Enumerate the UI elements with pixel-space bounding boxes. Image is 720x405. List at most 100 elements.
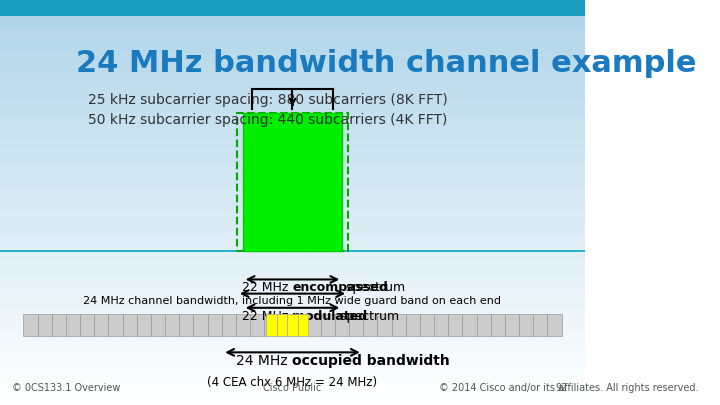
Bar <box>0 36 585 40</box>
Bar <box>23 314 37 336</box>
Bar <box>0 263 585 267</box>
Bar <box>0 93 585 97</box>
Bar <box>0 0 585 4</box>
Text: 24 MHz bandwidth channel example: 24 MHz bandwidth channel example <box>76 49 696 78</box>
Text: modulated: modulated <box>292 310 368 323</box>
Bar <box>0 348 585 352</box>
Bar <box>0 162 585 166</box>
Text: © 0CS133.1 Overview: © 0CS133.1 Overview <box>12 383 120 393</box>
Text: Cisco Public: Cisco Public <box>264 383 322 393</box>
Text: 22 MHz: 22 MHz <box>242 310 292 323</box>
Bar <box>321 314 335 336</box>
Bar <box>0 53 585 57</box>
Bar <box>0 138 585 142</box>
Bar <box>94 314 109 336</box>
Bar <box>0 130 585 134</box>
Bar <box>0 77 585 81</box>
Bar <box>364 314 377 336</box>
Bar <box>0 316 585 320</box>
Bar <box>237 113 348 251</box>
Bar <box>243 113 342 251</box>
Bar <box>0 320 585 324</box>
Bar <box>0 377 585 381</box>
Bar <box>0 122 585 126</box>
Bar <box>0 219 585 223</box>
Text: 92: 92 <box>555 383 567 393</box>
Bar <box>122 314 137 336</box>
Bar <box>377 314 392 336</box>
Bar <box>0 81 585 85</box>
Text: 24 MHz: 24 MHz <box>236 354 292 369</box>
Bar <box>0 267 585 271</box>
Bar <box>37 314 52 336</box>
Bar <box>222 314 236 336</box>
Bar <box>66 314 80 336</box>
Bar <box>0 4 585 8</box>
Bar <box>0 235 585 239</box>
Bar <box>0 324 585 328</box>
Bar <box>0 166 585 170</box>
Bar <box>0 158 585 162</box>
Bar <box>0 97 585 101</box>
Bar <box>0 373 585 377</box>
Text: occupied bandwidth: occupied bandwidth <box>292 354 450 369</box>
Bar <box>0 101 585 105</box>
Bar <box>0 344 585 348</box>
Bar <box>0 239 585 243</box>
Bar <box>0 215 585 219</box>
Bar <box>0 113 585 117</box>
Bar <box>0 154 585 158</box>
Bar <box>491 314 505 336</box>
Bar <box>0 259 585 263</box>
Bar <box>0 32 585 36</box>
Bar <box>0 279 585 284</box>
Bar <box>307 314 321 336</box>
Bar <box>0 126 585 130</box>
Bar <box>0 8 585 12</box>
Bar <box>0 49 585 53</box>
Bar <box>349 314 364 336</box>
Bar <box>0 364 585 369</box>
Bar <box>0 356 585 360</box>
Bar <box>179 314 194 336</box>
Bar <box>0 369 585 373</box>
Bar <box>0 247 585 251</box>
Bar <box>0 178 585 182</box>
Bar <box>505 314 519 336</box>
Bar <box>0 255 585 259</box>
Bar <box>0 194 585 198</box>
Text: 22 MHz: 22 MHz <box>242 281 292 294</box>
Bar <box>0 202 585 207</box>
Bar <box>0 352 585 356</box>
Bar <box>0 12 585 16</box>
Bar <box>0 174 585 178</box>
Text: encompassed: encompassed <box>292 281 388 294</box>
Bar <box>0 340 585 344</box>
Text: (4 CEA chx 6 MHz = 24 MHz): (4 CEA chx 6 MHz = 24 MHz) <box>207 376 377 389</box>
Bar <box>0 73 585 77</box>
Bar <box>0 393 585 397</box>
Bar <box>0 105 585 109</box>
Bar <box>0 223 585 227</box>
Bar <box>287 314 298 336</box>
Bar <box>406 314 420 336</box>
Bar <box>0 231 585 235</box>
Bar <box>0 336 585 340</box>
Bar <box>0 360 585 364</box>
Bar <box>0 142 585 146</box>
Bar <box>0 381 585 385</box>
Bar <box>264 314 279 336</box>
Bar <box>0 312 585 316</box>
Bar <box>0 89 585 93</box>
Bar <box>547 314 562 336</box>
Bar <box>534 314 547 336</box>
Bar <box>519 314 534 336</box>
Bar <box>0 20 585 24</box>
Bar <box>0 24 585 28</box>
Text: © 2014 Cisco and/or its affiliates. All rights reserved.: © 2014 Cisco and/or its affiliates. All … <box>438 383 698 393</box>
Bar <box>0 182 585 186</box>
Bar <box>420 314 434 336</box>
Bar <box>0 109 585 113</box>
Bar <box>52 314 66 336</box>
Bar <box>276 314 287 336</box>
